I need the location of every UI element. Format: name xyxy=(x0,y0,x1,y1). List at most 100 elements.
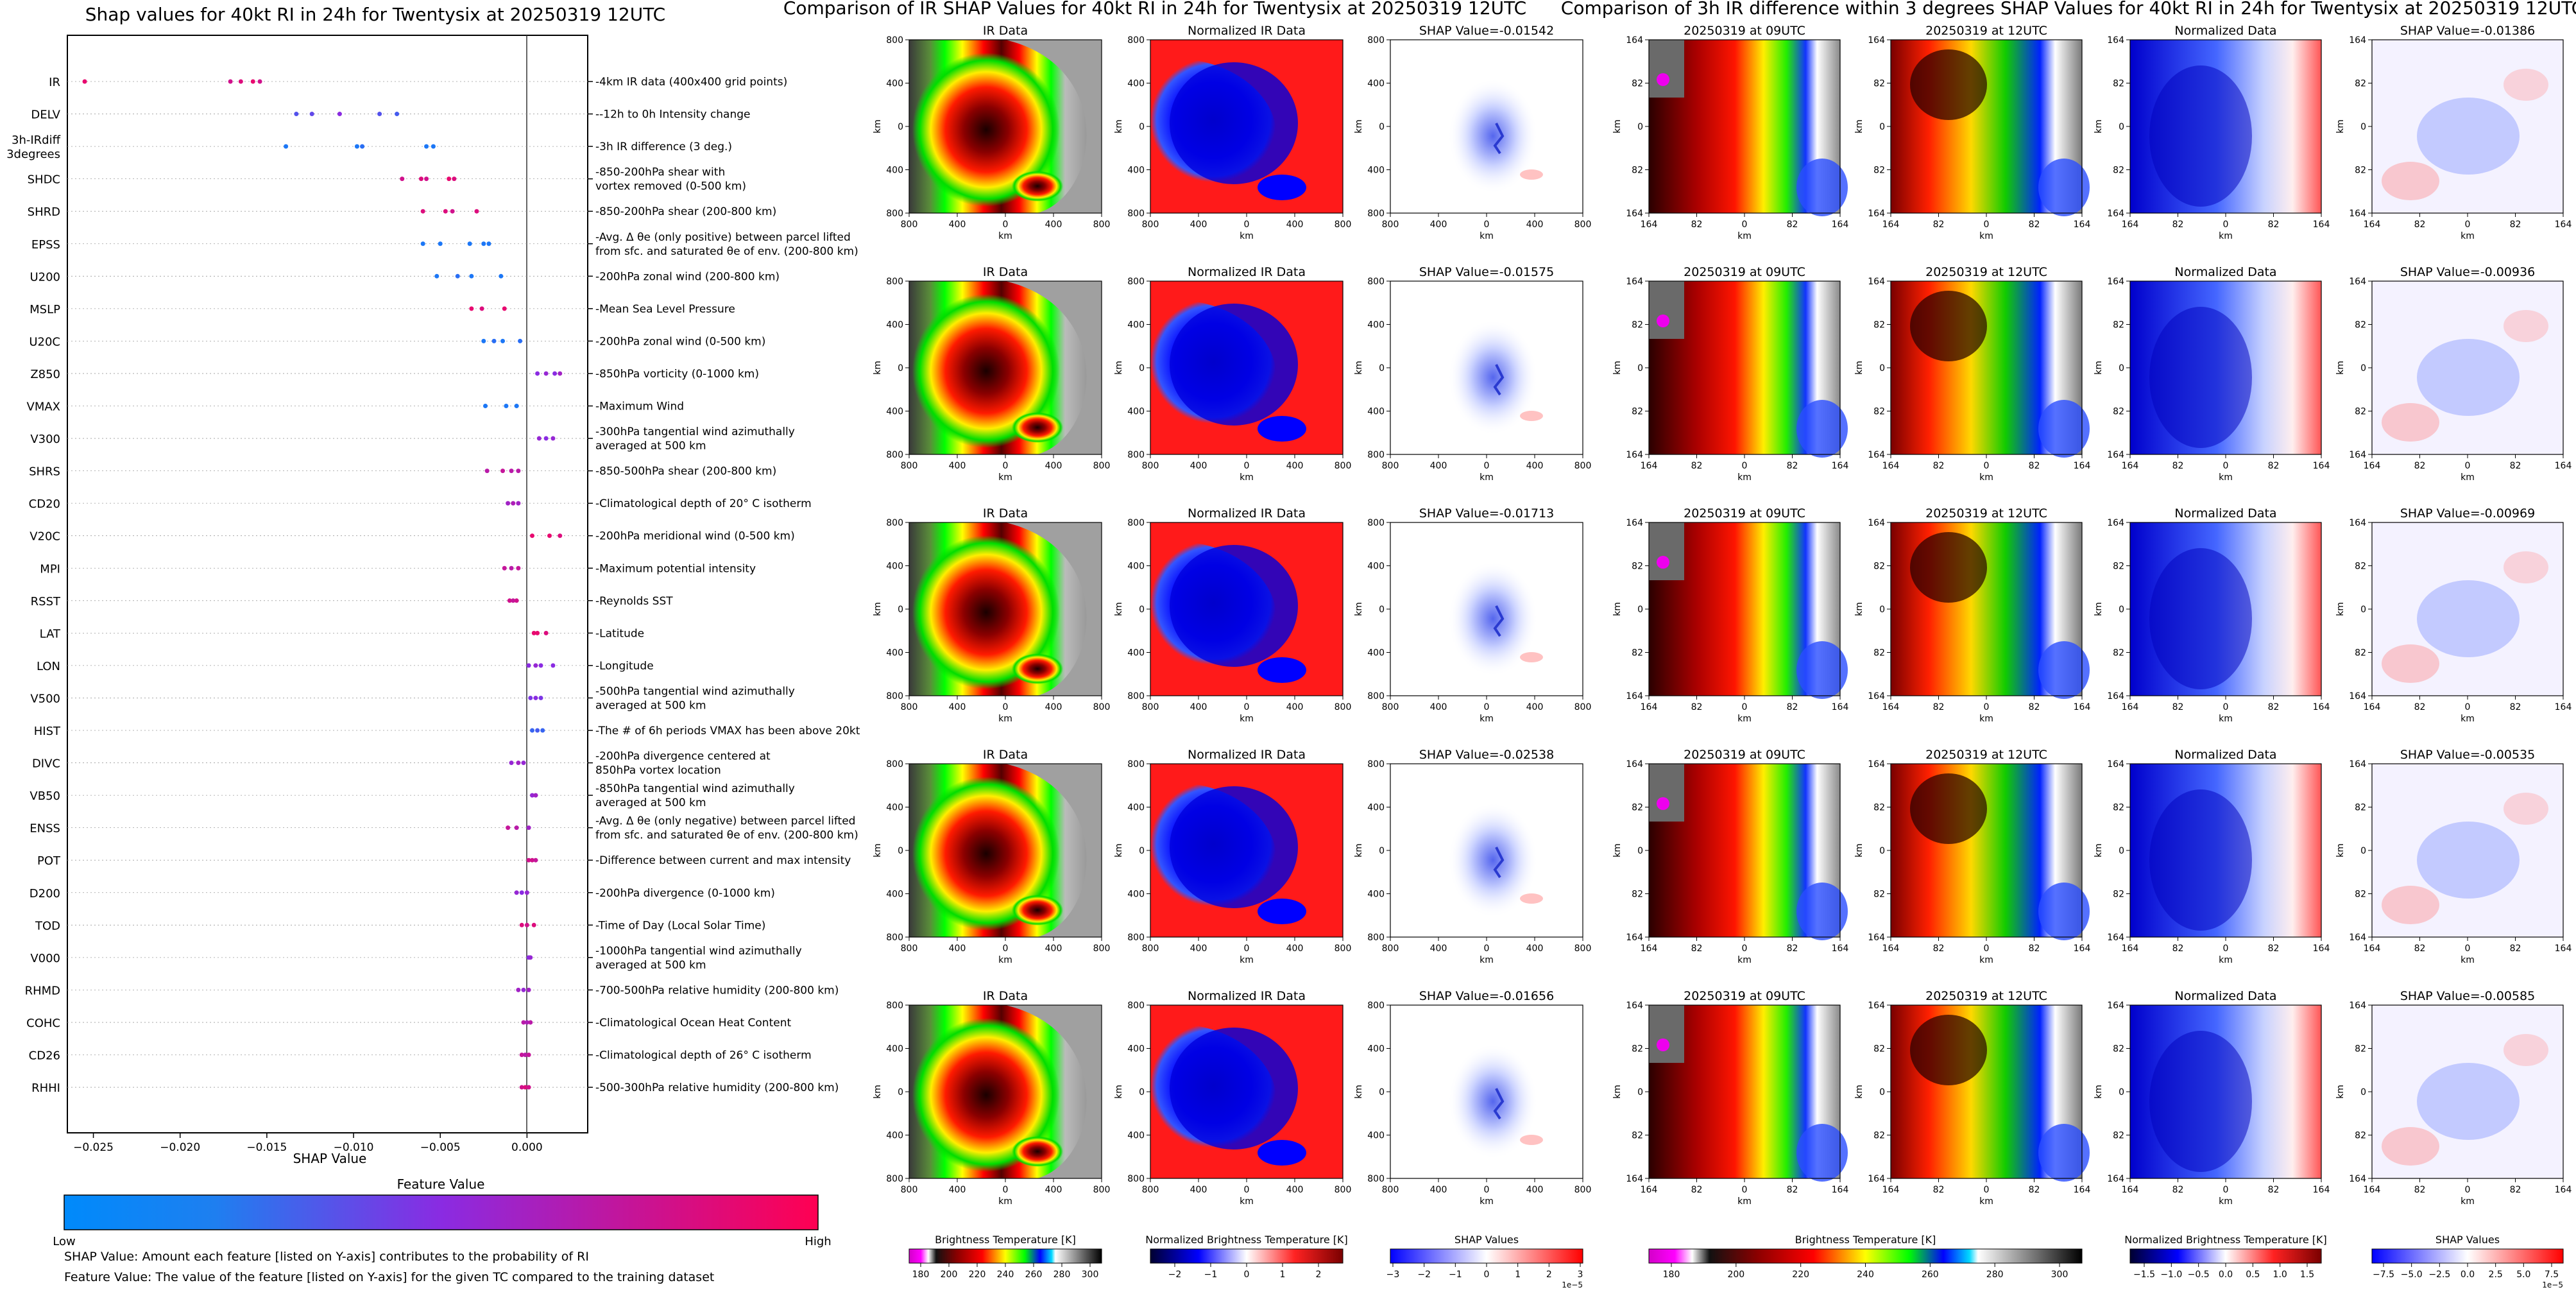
ir-ytick-label: 800 xyxy=(1127,277,1145,287)
diff-ytick-label: 164 xyxy=(1868,933,1885,943)
feature-name: V500 xyxy=(30,692,60,705)
diff-xtick-label: 82 xyxy=(1933,1185,1945,1195)
diff-magenta-spot xyxy=(1657,314,1669,327)
diff-xtick-label: 0 xyxy=(1984,461,1990,471)
diff-xtick-label: 82 xyxy=(2029,461,2040,471)
ir-ytick-label: 800 xyxy=(1127,1001,1145,1011)
x-tick-label: −0.005 xyxy=(420,1141,461,1154)
ir-ytick-label: 400 xyxy=(886,320,903,331)
feature-row-shrs: SHRS -850-500hPa shear (200-800 km) xyxy=(29,465,776,479)
shap-point xyxy=(528,955,533,960)
feature-description: -700-500hPa relative humidity (200-800 k… xyxy=(595,984,839,997)
ir-xlabel: km xyxy=(1240,472,1254,483)
ir-xtick-label: 0 xyxy=(1003,1185,1009,1195)
diff-blue-region xyxy=(2038,400,2090,458)
shap-streak xyxy=(1493,123,1505,155)
diff-ylabel: km xyxy=(1854,361,1864,375)
shap-point xyxy=(550,663,556,668)
diff-ytick-label: 164 xyxy=(1626,450,1643,460)
feature-name: COHC xyxy=(26,1017,60,1030)
colorbar-tick-label: 300 xyxy=(2051,1270,2068,1280)
ir-xtick-label: 400 xyxy=(1286,220,1304,230)
ir-xtick-label: 400 xyxy=(1045,702,1062,712)
ir-xtick-label: 400 xyxy=(1430,220,1447,230)
ir-ytick-label: 400 xyxy=(1127,1044,1145,1055)
shap-point xyxy=(536,436,542,441)
diff-shap-positive xyxy=(2503,1034,2548,1066)
feature-description: -200hPa zonal wind (200-800 km) xyxy=(595,270,780,283)
diff-xtick-label: 164 xyxy=(1832,461,1849,471)
ir-ylabel: km xyxy=(873,1085,883,1099)
shap-point xyxy=(547,533,552,538)
colorbar-tick-label: 1.0 xyxy=(2273,1270,2287,1280)
colorbar-tick-label: 180 xyxy=(912,1270,930,1280)
ir-ylabel: km xyxy=(1354,602,1364,616)
feature-name: MSLP xyxy=(30,303,60,316)
diff-ytick-label: 82 xyxy=(2113,890,2124,900)
diff-ytick-label: 82 xyxy=(1632,1131,1643,1141)
diff-cell-title: Normalized Data xyxy=(2174,265,2276,279)
shap-point xyxy=(284,144,289,149)
shap-point xyxy=(484,469,490,474)
shap-point xyxy=(514,404,519,408)
diff-xtick-label: 82 xyxy=(2414,1185,2426,1195)
diff-ylabel: km xyxy=(2335,119,2346,134)
colorbar-label: Brightness Temperature [K] xyxy=(935,1234,1076,1246)
diff-norm-core xyxy=(2149,65,2252,207)
shap-point xyxy=(418,177,423,182)
ir-cell-title: Normalized IR Data xyxy=(1188,748,1306,762)
ir-xtick-label: 800 xyxy=(1382,702,1399,712)
ir-ytick-label: 0 xyxy=(1139,1087,1145,1098)
diff-ytick-label: 0 xyxy=(1637,363,1643,374)
feature-row-vb50: VB50 -850hPa tangential wind azimuthally a… xyxy=(30,782,794,809)
diff-dark-core xyxy=(1910,773,1987,844)
diff-shap-positive xyxy=(2503,69,2548,101)
feature-row-v20c: V20C -200hPa meridional wind (0-500 km) xyxy=(30,530,795,544)
norm-secondary xyxy=(1258,899,1306,924)
colorbar-tick-label: 3 xyxy=(1578,1270,1583,1280)
colorbar-tick-label: 7.5 xyxy=(2545,1270,2559,1280)
shap-point xyxy=(552,371,558,376)
feature-name: DIVC xyxy=(32,757,60,771)
diff-ytick-label: 164 xyxy=(2349,209,2366,219)
ir-ytick-label: 0 xyxy=(898,846,903,856)
ir-ytick-label: 800 xyxy=(886,450,903,460)
ir-ytick-label: 0 xyxy=(1139,846,1145,856)
diff-xtick-label: 0 xyxy=(1984,702,1990,712)
feature-row-u20c: U20C -200hPa zonal wind (0-500 km) xyxy=(29,335,765,349)
diff-xtick-label: 0 xyxy=(2465,220,2471,230)
diff-shap-negative xyxy=(2417,339,2520,416)
diff-xtick-label: 82 xyxy=(2172,461,2184,471)
diff-xtick-label: 82 xyxy=(2510,702,2521,712)
feature-name: Z850 xyxy=(30,368,60,381)
colorbar-tick-label: 0 xyxy=(1244,1270,1250,1280)
diff-ytick-label: 82 xyxy=(2355,320,2366,331)
diff-ytick-label: 82 xyxy=(1873,407,1885,417)
ir-ytick-label: 400 xyxy=(1367,166,1385,176)
ir-ytick-label: 800 xyxy=(886,518,903,528)
ir-storm-core xyxy=(912,294,1060,448)
shap-point xyxy=(502,306,507,311)
feature-row-rhhi: RHHI -500-300hPa relative humidity (200-8… xyxy=(31,1081,839,1095)
diff-cell-title: SHAP Value=-0.01386 xyxy=(2400,24,2535,38)
diff-ytick-label: 82 xyxy=(2113,803,2124,813)
feature-description: -200hPa divergence centered at xyxy=(595,750,771,763)
shap-point xyxy=(533,663,538,668)
diff-ytick-label: 0 xyxy=(1637,1087,1643,1098)
ir-xtick-label: 400 xyxy=(1190,943,1207,954)
diff-ytick-label: 164 xyxy=(2107,1001,2124,1011)
shap-streak xyxy=(1493,1088,1505,1120)
diff-ytick-label: 164 xyxy=(1626,933,1643,943)
diff-xlabel: km xyxy=(1737,472,1752,483)
diff-ytick-label: 0 xyxy=(1637,846,1643,856)
colorbar-strip xyxy=(1150,1248,1343,1264)
diff-gray-corner xyxy=(1649,764,1684,822)
feature-description: -Maximum potential intensity xyxy=(595,562,756,575)
colorbar-tick-label: 0.5 xyxy=(2246,1270,2260,1280)
diff-cell-title: SHAP Value=-0.00969 xyxy=(2400,506,2535,521)
diff-xtick-label: 0 xyxy=(1742,220,1748,230)
